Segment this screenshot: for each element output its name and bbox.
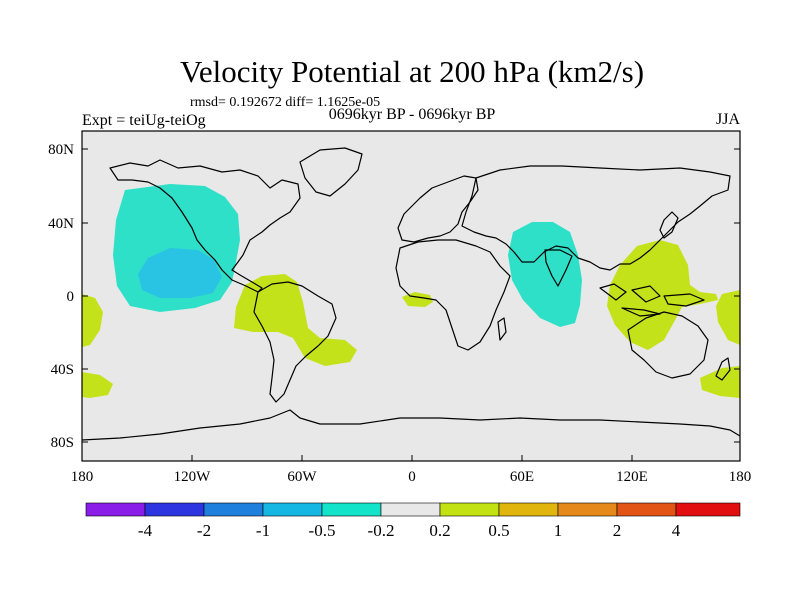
- contour-pos-west-edge: [82, 294, 103, 347]
- coastlines: [81, 147, 741, 441]
- colorbar-box: [439, 502, 500, 517]
- contour-neg-indian: [508, 222, 582, 327]
- coast-greenland: [299, 147, 363, 197]
- colorbar-label: -2: [197, 521, 211, 540]
- lat-label-0: 0: [67, 289, 75, 305]
- contour-pos-dateline-east: [716, 290, 740, 345]
- lon-ticks: 180 120W 60W 0 60E 120E 180: [71, 455, 752, 485]
- figure-title: Velocity Potential at 200 hPa (km2/s): [180, 54, 644, 89]
- colorbar-box: [144, 502, 205, 517]
- coast-europe: [397, 175, 479, 243]
- colorbar-box: [321, 502, 382, 517]
- contour-pos-south-america: [234, 274, 357, 366]
- coast-asia: [461, 165, 731, 271]
- coast-madagascar: [497, 317, 507, 341]
- colorbar-label: 0.5: [488, 521, 509, 540]
- colorbar-label: -4: [138, 521, 153, 540]
- colorbar: -4 -2 -1 -0.5 -0.2 0.2 0.5 1 2 4: [85, 502, 741, 540]
- lon-label-0: 0: [408, 469, 416, 485]
- lat-label-40n: 40N: [48, 216, 74, 232]
- period-label: 0696kyr BP - 0696kyr BP: [329, 106, 496, 123]
- contour-pos-west-pacific: [607, 240, 718, 350]
- colorbar-label: 1: [554, 521, 563, 540]
- lon-label-120w: 120W: [174, 469, 212, 485]
- coast-antarctica: [81, 409, 741, 441]
- lat-label-80n: 80N: [48, 142, 74, 158]
- lon-label-180w: 180: [71, 469, 94, 485]
- coast-india: [544, 249, 573, 287]
- colorbar-box: [380, 502, 441, 517]
- coast-new-zealand: [715, 357, 731, 381]
- colorbar-label: -0.5: [309, 521, 336, 540]
- lat-label-40s: 40S: [51, 362, 74, 378]
- lat-ticks: 80N 40N 0 40S 80S: [48, 142, 740, 451]
- map-panel: 80N 40N 0 40S 80S 180 120W 60W 0 60E 120…: [48, 130, 752, 485]
- coast-north-america: [109, 159, 301, 293]
- season-label: JJA: [716, 111, 740, 128]
- coast-africa: [395, 239, 511, 351]
- stats-text: rmsd= 0.192672 diff= 1.1625e-05: [190, 95, 380, 110]
- contour-neg-pacific-inner: [138, 248, 222, 298]
- lon-label-60w: 60W: [287, 469, 317, 485]
- lon-label-60e: 60E: [510, 469, 534, 485]
- colorbar-box: [675, 502, 741, 517]
- coast-maritime-continent: [599, 283, 705, 317]
- lon-label-180e: 180: [729, 469, 752, 485]
- colorbar-box: [498, 502, 559, 517]
- lon-label-120e: 120E: [616, 469, 648, 485]
- coast-australia: [627, 311, 709, 379]
- colorbar-box: [262, 502, 323, 517]
- colorbar-box: [203, 502, 264, 517]
- contour-pos-southwest-edge: [82, 372, 113, 398]
- lat-label-80s: 80S: [51, 435, 74, 451]
- coast-japan: [659, 211, 679, 239]
- colorbar-label: 0.2: [429, 521, 450, 540]
- colorbar-box: [616, 502, 677, 517]
- colorbar-label: 2: [613, 521, 622, 540]
- colorbar-box: [557, 502, 618, 517]
- colorbar-label: -0.2: [368, 521, 395, 540]
- contour-pos-dateline-south: [700, 366, 740, 398]
- coast-south-america: [253, 281, 337, 403]
- colorbar-label: -1: [256, 521, 270, 540]
- colorbar-label: 4: [672, 521, 681, 540]
- experiment-label: Expt = teiUg-teiOg: [82, 112, 206, 129]
- colorbar-box: [85, 502, 146, 517]
